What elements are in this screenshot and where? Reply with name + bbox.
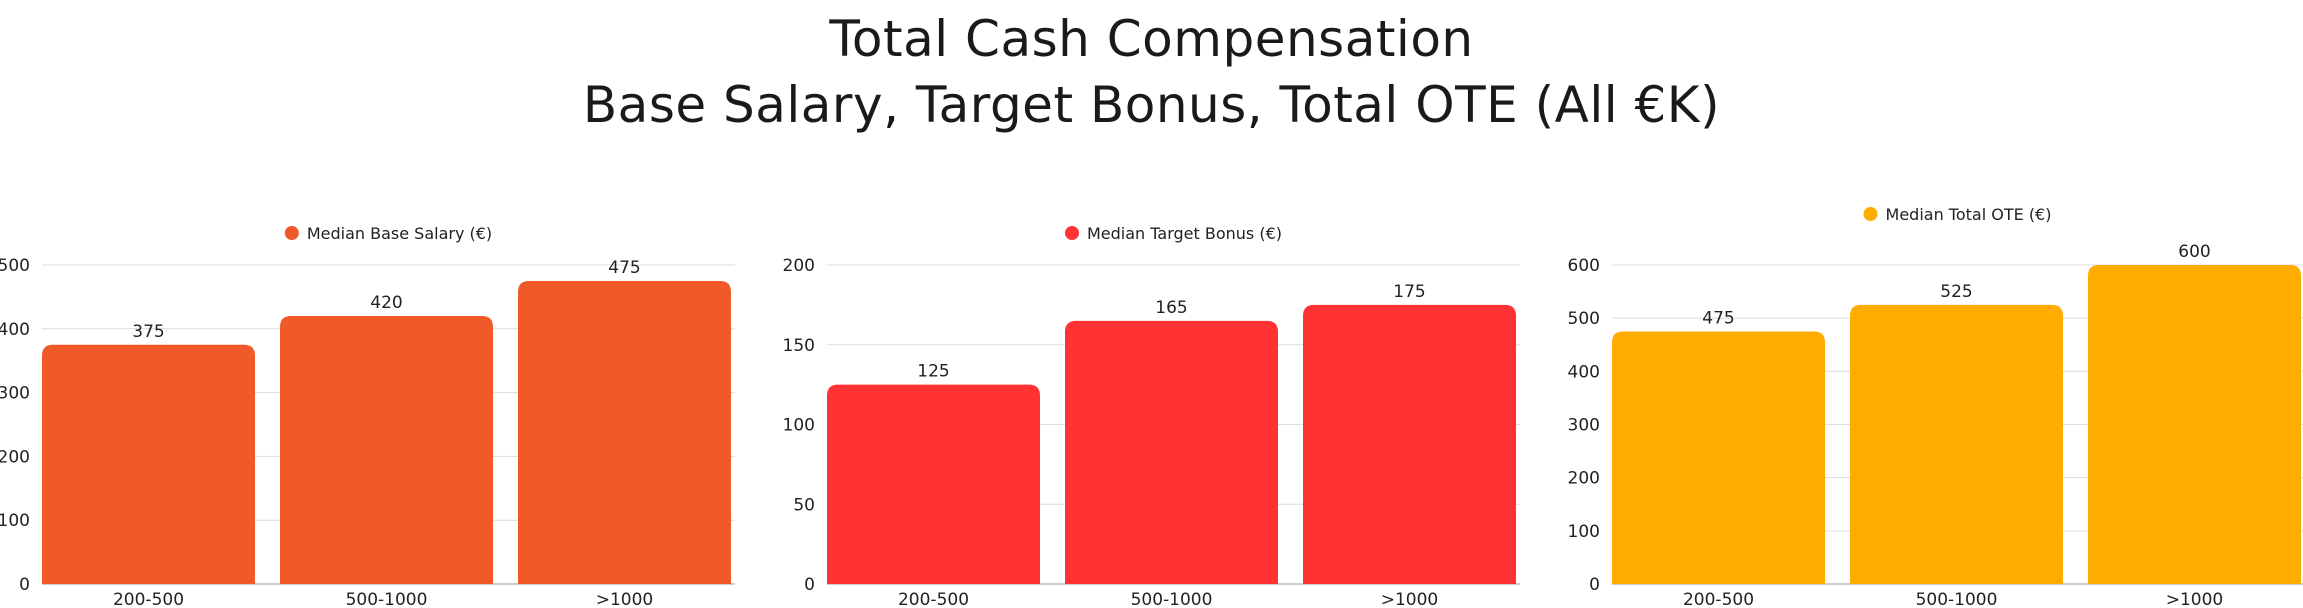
x-tick-label: >1000: [596, 590, 654, 608]
data-label: 165: [1155, 298, 1187, 318]
bar--1000: [2088, 265, 2301, 584]
legend-label: Median Total OTE (€): [1886, 205, 2052, 224]
x-tick-label: 200-500: [1683, 590, 1754, 608]
bar-200-500: [827, 384, 1040, 584]
data-label: 125: [917, 362, 949, 382]
y-tick-label: 400: [1568, 362, 1600, 382]
y-tick-label: 200: [0, 447, 30, 467]
y-tick-label: 100: [1568, 522, 1600, 542]
legend-label: Median Base Salary (€): [307, 224, 492, 243]
x-tick-label: 200-500: [898, 590, 969, 608]
chart-title: Total Cash Compensation: [829, 10, 1474, 68]
data-label: 475: [1702, 308, 1734, 328]
x-tick-label: 500-1000: [346, 590, 428, 608]
legend-swatch: [1065, 226, 1079, 240]
y-tick-label: 0: [804, 575, 815, 595]
legend-swatch: [284, 226, 299, 240]
bar-200-500: [1612, 331, 1825, 584]
y-tick-label: 300: [1568, 416, 1600, 436]
bar-500-1000: [280, 316, 493, 584]
bar-500-1000: [1065, 320, 1278, 584]
y-tick-label: 100: [0, 511, 30, 531]
x-tick-label: 200-500: [113, 590, 184, 608]
y-tick-label: 400: [0, 320, 30, 340]
chart-subtitle: Base Salary, Target Bonus, Total OTE (Al…: [582, 76, 1721, 134]
x-tick-label: >1000: [1381, 590, 1439, 608]
data-label: 600: [2178, 242, 2210, 262]
y-tick-label: 50: [793, 495, 815, 515]
y-tick-label: 0: [1589, 575, 1600, 595]
y-tick-label: 200: [1568, 469, 1600, 489]
y-tick-label: 0: [19, 575, 30, 595]
bar--1000: [1303, 304, 1516, 584]
x-tick-label: 500-1000: [1916, 590, 1998, 608]
bar-500-1000: [1850, 304, 2063, 584]
legend-swatch: [1863, 207, 1878, 221]
y-tick-label: 150: [783, 336, 815, 356]
y-tick-label: 300: [0, 384, 30, 404]
bar--1000: [518, 280, 731, 584]
y-tick-label: 200: [783, 256, 815, 276]
y-tick-label: 100: [783, 416, 815, 436]
x-tick-label: 500-1000: [1131, 590, 1213, 608]
legend-label: Median Target Bonus (€): [1087, 224, 1282, 243]
data-label: 375: [132, 322, 164, 342]
data-label: 475: [608, 258, 640, 278]
data-label: 175: [1393, 282, 1425, 302]
data-label: 420: [370, 293, 402, 313]
bar-200-500: [42, 344, 255, 584]
data-label: 525: [1940, 282, 1972, 302]
x-tick-label: >1000: [2166, 590, 2224, 608]
y-tick-label: 600: [1568, 256, 1600, 276]
y-tick-label: 500: [0, 256, 30, 276]
y-tick-label: 500: [1568, 309, 1600, 329]
